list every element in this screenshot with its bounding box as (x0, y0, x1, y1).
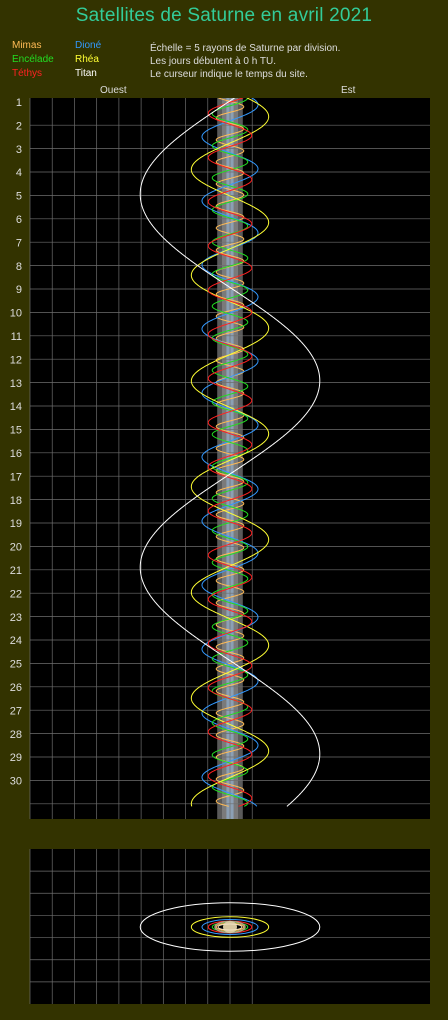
orbit-ellipses (139, 902, 321, 952)
day-label: 5 (16, 191, 22, 203)
curve-téthys (207, 98, 253, 807)
legend-entry-dione: Dioné (75, 40, 102, 51)
day-label: 3 (16, 144, 22, 156)
day-labels: 1234567891011121314151617181920212223242… (10, 97, 22, 788)
day-label: 12 (10, 354, 22, 366)
note-cursor: Le curseur indique le temps du site. (150, 69, 308, 80)
day-label: 8 (16, 261, 22, 273)
orbit-dioné (201, 919, 259, 935)
legend-entry-encelade: Encélade (12, 54, 54, 65)
day-label: 14 (10, 401, 22, 413)
day-label: 10 (10, 308, 22, 320)
legend-column-left: Mimas Encélade Téthys (12, 39, 54, 81)
day-label: 29 (10, 752, 22, 764)
curve-rhéa (190, 98, 270, 807)
legend-entry-titan: Titan (75, 68, 97, 79)
day-label: 18 (10, 495, 22, 507)
day-label: 1 (16, 97, 22, 109)
legend-entry-tethys: Téthys (12, 68, 43, 79)
day-label: 27 (10, 705, 22, 717)
day-label: 20 (10, 542, 22, 554)
day-label: 7 (16, 237, 22, 249)
day-label: 11 (11, 331, 22, 343)
direction-west-label: Ouest (100, 85, 127, 96)
day-label: 4 (16, 167, 22, 179)
direction-east-label: Est (341, 85, 356, 96)
day-label: 22 (10, 588, 22, 600)
curve-titan (139, 98, 321, 807)
day-label: 25 (10, 659, 22, 671)
day-label: 17 (10, 471, 22, 483)
day-label: 24 (10, 635, 22, 647)
orbit-titan (139, 902, 321, 952)
saturn-disk (214, 920, 246, 934)
day-label: 28 (10, 729, 22, 741)
chart-notes: Échelle = 5 rayons de Saturne par divisi… (150, 42, 340, 81)
day-label: 15 (10, 425, 22, 437)
curve-encélade (211, 98, 249, 807)
day-label: 6 (16, 214, 22, 226)
curve-mimas (215, 98, 245, 807)
day-label: 21 (10, 565, 22, 577)
day-label: 9 (16, 284, 22, 296)
curve-dioné (201, 98, 259, 807)
note-scale: Échelle = 5 rayons de Saturne par divisi… (150, 43, 341, 54)
chart-title: Satellites de Saturne en avril 2021 (75, 5, 373, 26)
day-label: 23 (10, 612, 22, 624)
day-label: 16 (10, 448, 22, 460)
day-label: 2 (16, 120, 22, 132)
saturn-inner-ring (217, 923, 243, 931)
note-day-start: Les jours débutent à 0 h TU. (150, 56, 277, 67)
legend-entry-mimas: Mimas (12, 40, 42, 51)
day-label: 13 (10, 378, 22, 390)
satellite-curves (139, 98, 321, 807)
legend-column-right: Dioné Rhéa Titan (75, 39, 101, 81)
saturn-globe (223, 921, 237, 933)
day-label: 30 (10, 776, 22, 788)
day-label: 26 (10, 682, 22, 694)
orbit-rhéa (190, 916, 270, 938)
day-label: 19 (10, 518, 22, 530)
legend-entry-rhea: Rhéa (75, 54, 99, 65)
